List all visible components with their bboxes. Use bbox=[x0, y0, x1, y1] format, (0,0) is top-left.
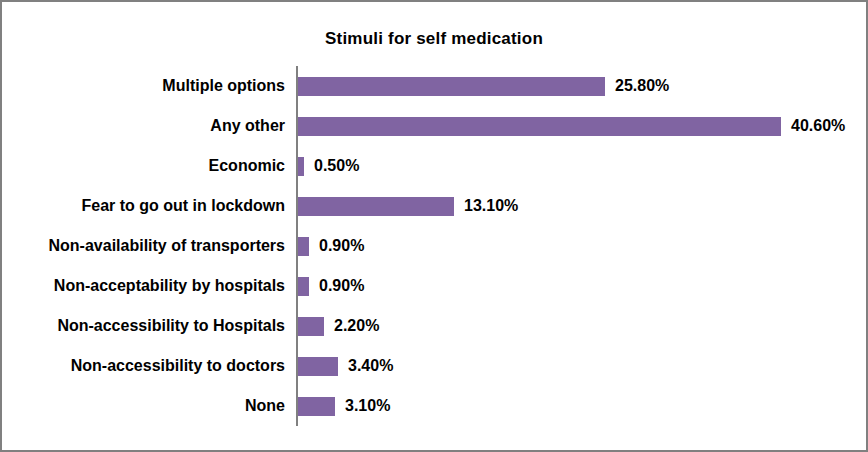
bar-row: Any other 40.60% bbox=[2, 106, 866, 146]
category-label: Multiple options bbox=[2, 77, 296, 95]
bar bbox=[298, 237, 309, 256]
bar-row: Multiple options 25.80% bbox=[2, 66, 866, 106]
chart-container: Stimuli for self medication Multiple opt… bbox=[0, 0, 868, 452]
bar-row: Non-accessibility to doctors 3.40% bbox=[2, 346, 866, 386]
value-label: 25.80% bbox=[615, 77, 669, 95]
bar-row: None 3.10% bbox=[2, 386, 866, 426]
chart-title: Stimuli for self medication bbox=[2, 29, 866, 49]
bar-area: 40.60% bbox=[296, 106, 866, 146]
value-label: 3.10% bbox=[345, 397, 390, 415]
bar bbox=[298, 77, 605, 96]
bar-area: 3.40% bbox=[296, 346, 866, 386]
bar bbox=[298, 357, 338, 376]
category-label: Non-accessibility to Hospitals bbox=[2, 317, 296, 335]
value-label: 0.90% bbox=[319, 277, 364, 295]
value-label: 0.50% bbox=[314, 157, 359, 175]
category-label: Any other bbox=[2, 117, 296, 135]
value-label: 40.60% bbox=[791, 117, 845, 135]
bar bbox=[298, 317, 324, 336]
bar-area: 0.50% bbox=[296, 146, 866, 186]
bar-row: Fear to go out in lockdown 13.10% bbox=[2, 186, 866, 226]
bar-row: Non-acceptability by hospitals 0.90% bbox=[2, 266, 866, 306]
bar-area: 0.90% bbox=[296, 226, 866, 266]
bar bbox=[298, 197, 454, 216]
bar-row: Non-availability of transporters 0.90% bbox=[2, 226, 866, 266]
bar bbox=[298, 277, 309, 296]
bar-area: 3.10% bbox=[296, 386, 866, 426]
category-label: Fear to go out in lockdown bbox=[2, 197, 296, 215]
value-label: 3.40% bbox=[348, 357, 393, 375]
category-label: Non-accessibility to doctors bbox=[2, 357, 296, 375]
bar-row: Non-accessibility to Hospitals 2.20% bbox=[2, 306, 866, 346]
category-label: Non-acceptability by hospitals bbox=[2, 277, 296, 295]
bar-area: 25.80% bbox=[296, 66, 866, 106]
bar bbox=[298, 117, 781, 136]
bar bbox=[298, 397, 335, 416]
value-label: 0.90% bbox=[319, 237, 364, 255]
bar-rows: Multiple options 25.80% Any other 40.60% Eco… bbox=[2, 66, 866, 426]
category-label: Non-availability of transporters bbox=[2, 237, 296, 255]
bar-area: 0.90% bbox=[296, 266, 866, 306]
value-label: 13.10% bbox=[464, 197, 518, 215]
bar-area: 2.20% bbox=[296, 306, 866, 346]
category-label: Economic bbox=[2, 157, 296, 175]
value-label: 2.20% bbox=[334, 317, 379, 335]
bar-row: Economic 0.50% bbox=[2, 146, 866, 186]
category-label: None bbox=[2, 397, 296, 415]
bar-area: 13.10% bbox=[296, 186, 866, 226]
bar bbox=[298, 157, 304, 176]
